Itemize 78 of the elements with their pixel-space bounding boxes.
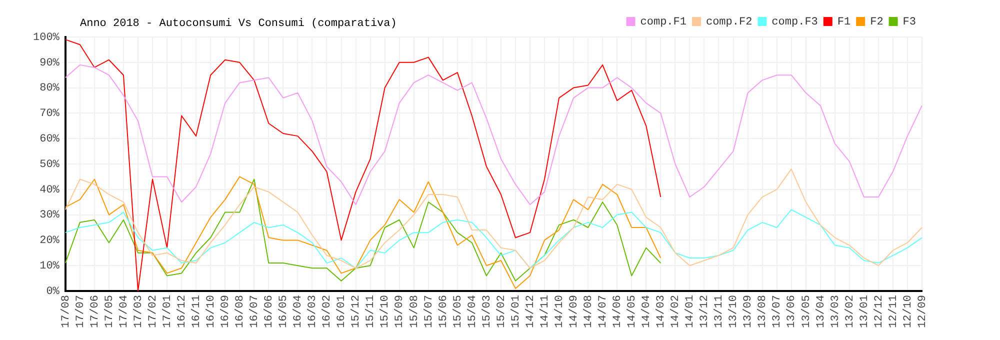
x-tick-label: 14/05 [626,294,639,328]
x-tick-label: 13/09 [742,294,755,328]
y-tick-label: 0% [46,286,60,298]
x-tick-label: 13/06 [786,294,798,328]
x-tick-label: 17/03 [132,294,145,328]
x-tick-label: 13/08 [757,294,770,328]
x-tick-label: 16/09 [220,294,232,328]
x-tick-label: 14/10 [554,294,566,328]
x-tick-label: 16/02 [322,294,334,328]
x-tick-label: 15/02 [496,294,508,328]
legend-label: comp.F3 [772,16,818,28]
legend-label: F2 [870,16,884,28]
x-tick-label: 14/04 [641,294,654,328]
x-tick-label: 16/12 [176,294,188,328]
y-tick-label: 80% [40,82,60,95]
x-tick-label: 16/05 [278,294,290,328]
y-tick-label: 30% [40,210,60,222]
x-tick-label: 13/03 [830,294,842,328]
legend-label: comp.F1 [640,16,687,28]
x-tick-label: 12/11 [888,294,900,328]
legend-label: comp.F2 [706,16,752,28]
x-tick-label: 15/03 [481,294,494,328]
x-tick-label: 16/04 [292,294,305,328]
x-tick-label: 15/10 [380,294,392,328]
x-tick-label: 16/08 [234,294,247,328]
x-tick-label: 15/11 [365,294,378,328]
x-tick-label: 15/06 [438,294,450,328]
x-tick-label: 14/12 [524,294,537,328]
x-tick-label: 13/05 [800,294,813,328]
y-tick-label: 100% [33,32,60,44]
x-tick-label: 13/10 [728,294,740,328]
y-tick-label: 90% [40,57,60,70]
x-tick-label: 14/07 [598,294,610,328]
y-tick-label: 10% [40,260,60,272]
x-tick-label: 15/01 [510,294,522,328]
x-tick-label: 13/11 [714,294,726,328]
x-tick-label: 17/01 [162,294,174,328]
x-tick-label: 16/11 [190,294,203,328]
y-tick-label: 40% [40,184,60,196]
x-tick-label: 15/09 [394,294,406,328]
x-tick-label: 13/12 [699,294,712,328]
x-tick-label: 13/02 [844,294,856,328]
x-tick-label: 12/09 [916,294,929,328]
x-tick-label: 12/12 [873,294,886,328]
x-tick-label: 15/08 [408,294,421,328]
x-tick-label: 16/10 [205,294,218,328]
x-tick-label: 13/01 [858,294,871,328]
x-tick-label: 14/09 [568,294,580,328]
x-tick-label: 14/08 [582,294,595,328]
x-tick-label: 17/07 [74,294,87,328]
x-tick-label: 15/07 [423,294,436,328]
y-tick-label: 20% [40,235,60,248]
x-tick-label: 14/11 [539,294,552,328]
chart-title: Anno 2018 - Autoconsumi Vs Consumi (comparativa) [80,18,397,30]
x-tick-label: 17/06 [89,294,102,328]
x-tick-label: 16/03 [307,294,320,328]
legend-label: F1 [837,16,851,28]
x-tick-label: 15/04 [466,294,479,328]
x-tick-label: 14/06 [612,294,624,328]
y-tick-label: 70% [40,108,60,120]
x-tick-label: 16/07 [249,294,262,328]
x-tick-label: 17/08 [60,294,72,328]
x-tick-label: 17/05 [104,294,116,328]
x-tick-label: 12/10 [902,294,914,328]
x-tick-label: 16/06 [264,294,276,328]
x-tick-label: 15/12 [350,294,363,328]
x-tick-label: 16/01 [336,294,348,328]
x-tick-label: 17/02 [147,294,160,328]
x-tick-label: 14/01 [684,294,697,328]
legend-label: F3 [902,16,916,28]
x-tick-label: 13/04 [815,294,828,328]
x-tick-label: 15/05 [452,294,464,328]
x-tick-label: 14/03 [656,294,668,328]
y-tick-label: 50% [40,158,60,171]
x-tick-label: 17/04 [118,294,130,328]
x-tick-label: 14/02 [670,294,682,328]
y-tick-label: 60% [40,134,60,146]
x-tick-label: 13/07 [772,294,784,328]
